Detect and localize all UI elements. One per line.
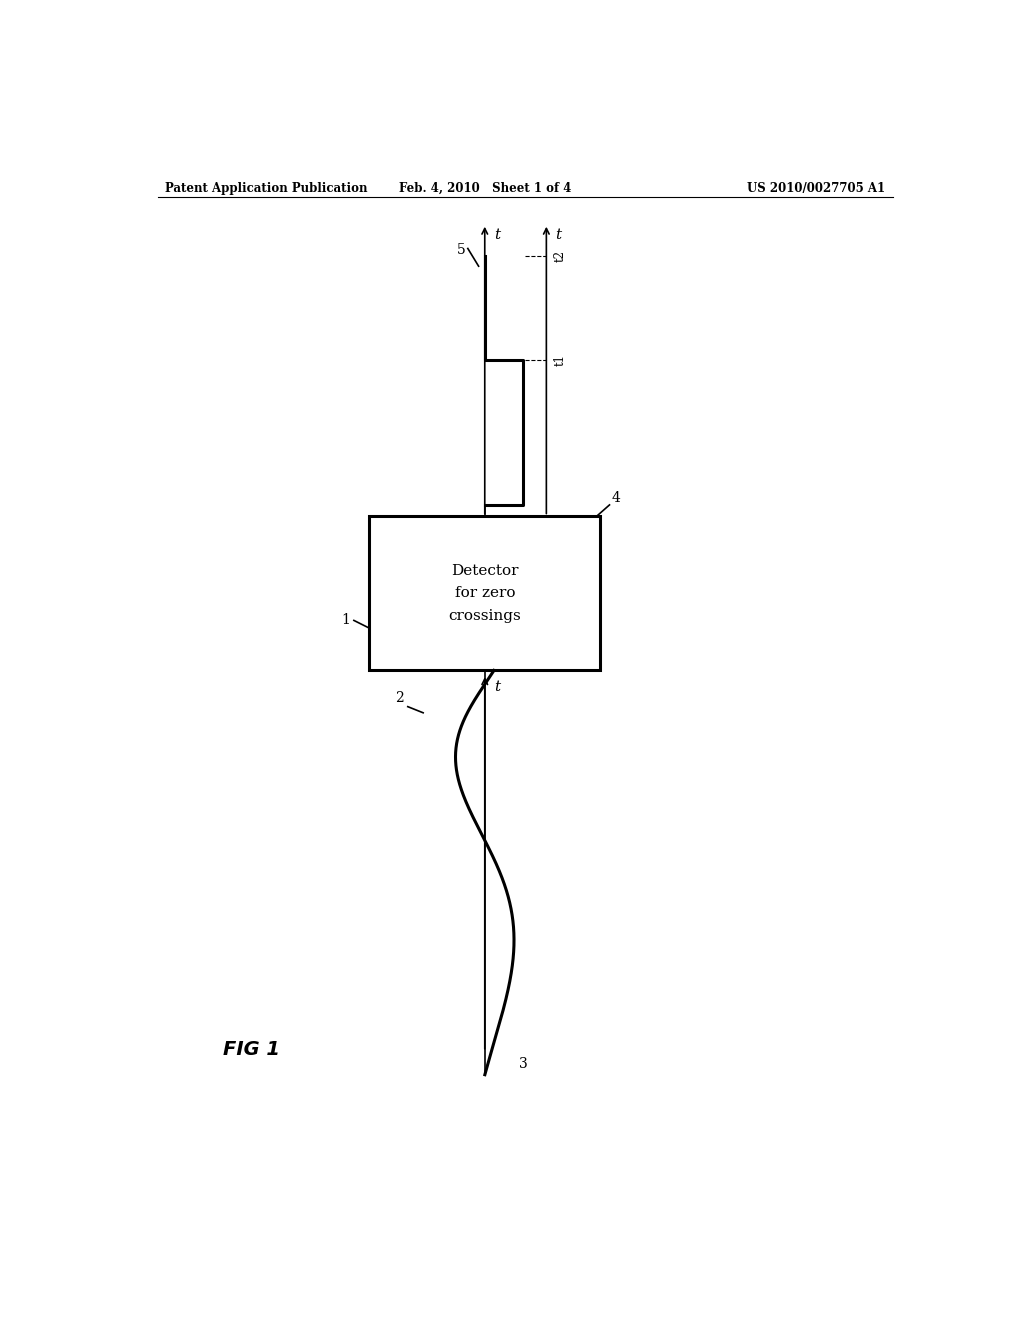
Text: 2: 2 xyxy=(395,692,403,705)
Text: US 2010/0027705 A1: US 2010/0027705 A1 xyxy=(748,182,885,194)
Text: t1: t1 xyxy=(554,354,566,366)
Text: Feb. 4, 2010   Sheet 1 of 4: Feb. 4, 2010 Sheet 1 of 4 xyxy=(398,182,571,194)
Text: t: t xyxy=(494,680,500,694)
Text: Patent Application Publication: Patent Application Publication xyxy=(165,182,368,194)
Text: FIG 1: FIG 1 xyxy=(223,1040,280,1059)
Text: t: t xyxy=(556,228,562,242)
Bar xyxy=(370,516,600,671)
Text: 3: 3 xyxy=(519,1057,528,1071)
Text: 4: 4 xyxy=(611,491,621,506)
Text: 5: 5 xyxy=(457,243,466,257)
Text: Detector
for zero
crossings: Detector for zero crossings xyxy=(449,564,521,623)
Text: 1: 1 xyxy=(341,614,350,627)
Text: t: t xyxy=(494,228,500,242)
Text: t2: t2 xyxy=(554,251,566,263)
